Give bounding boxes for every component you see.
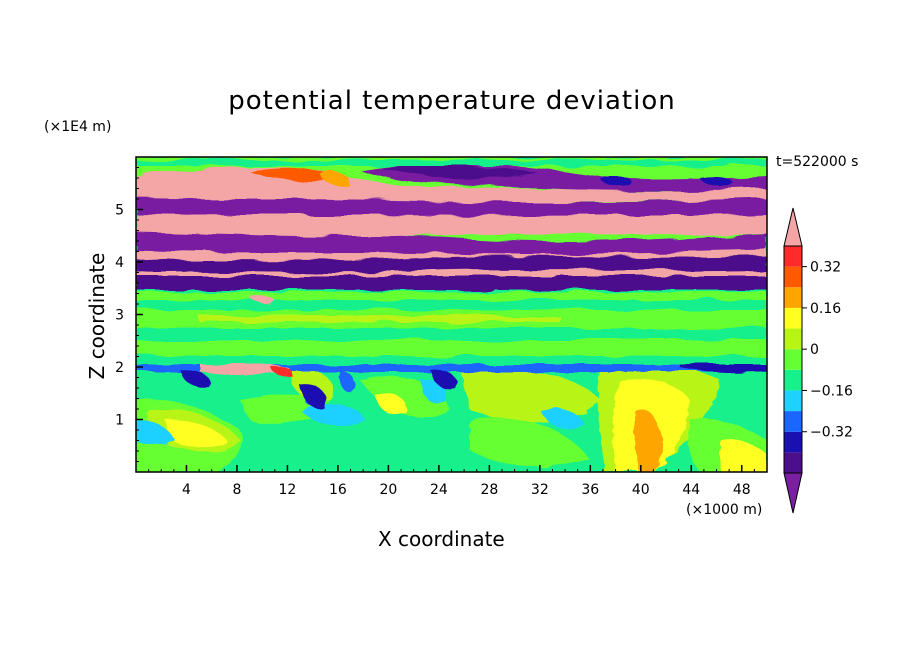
x-axis: 4 8 12 16 20 24 28 32 36 40 44 48 (148, 465, 755, 498)
y-axis: 1 2 3 4 5 (115, 167, 143, 462)
colorbar-swatch (784, 287, 802, 308)
x-axis-unit: (×1000 m) (686, 502, 763, 518)
x-tick-label: 44 (682, 482, 700, 498)
y-tick-label: 1 (115, 413, 124, 429)
colorbar-tick-label: 0.16 (810, 301, 841, 317)
colorbar-tick-label: 0.32 (810, 260, 841, 276)
y-tick-label: 5 (115, 203, 124, 219)
x-tick-label: 12 (279, 482, 297, 498)
colorbar-swatch (784, 307, 802, 329)
x-tick-label: 24 (430, 482, 448, 498)
x-tick-label: 28 (480, 482, 498, 498)
x-tick-label: 36 (581, 482, 599, 498)
colorbar-swatch (784, 431, 802, 453)
x-tick-label: 40 (632, 482, 650, 498)
y-tick-label: 3 (115, 308, 124, 324)
colorbar-swatch (784, 390, 802, 412)
colorbar-tick-label: 0 (810, 342, 819, 358)
colorbar-swatch (784, 349, 802, 370)
colorbar-tick-label: −0.16 (810, 383, 853, 399)
x-axis-label: X coordinate (378, 527, 505, 551)
x-tick-label: 8 (232, 482, 241, 498)
x-tick-label: 32 (531, 482, 549, 498)
y-tick-label: 4 (115, 255, 124, 271)
colorbar-swatch (784, 328, 802, 350)
x-tick-label: 4 (182, 482, 191, 498)
colorbar-swatch (784, 369, 802, 391)
colorbar-extend-bottom (783, 472, 803, 514)
time-annotation: t=522000 s (776, 154, 859, 170)
colorbar-frame (783, 245, 803, 474)
contour-field (136, 157, 767, 472)
x-tick-label: 16 (329, 482, 347, 498)
chart-title: potential temperature deviation (228, 86, 676, 116)
colorbar-tick-label: −0.32 (810, 425, 853, 441)
colorbar-swatch (784, 246, 802, 267)
colorbar-swatch (784, 452, 802, 473)
colorbar-swatch (784, 411, 802, 432)
x-tick-label: 20 (379, 482, 397, 498)
y-tick-label: 2 (115, 360, 124, 376)
colorbar-extend-top (783, 207, 803, 247)
colorbar-swatch (784, 266, 802, 288)
colorbar: 0.32 0.16 0 −0.16 −0.32 (783, 207, 853, 514)
x-tick-label: 48 (733, 482, 751, 498)
y-axis-unit: (×1E4 m) (44, 119, 112, 135)
